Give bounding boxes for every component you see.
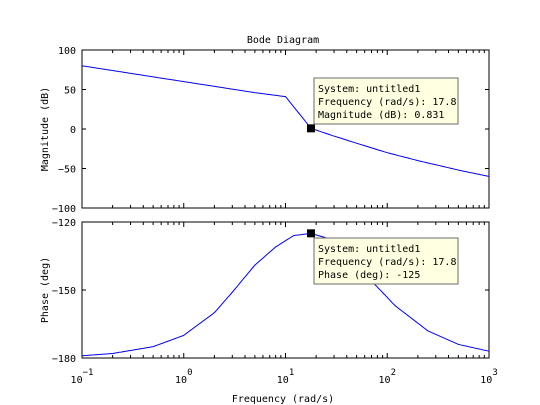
phase-xtick-label: 103 [480, 368, 497, 386]
magnitude-datatip-line3: Magnitude (dB): 0.831 [318, 110, 444, 121]
magnitude-ytick-label: 50 [64, 86, 76, 97]
magnitude-y-ticks: 100 50 0 −50 −100 [52, 46, 489, 215]
phase-x-ticks: 10−1 100 101 102 103 [71, 222, 498, 386]
chart-title: Bode Diagram [247, 35, 319, 46]
magnitude-panel: 100 50 0 −50 −100 Magnitude (dB) System: unt… [40, 46, 490, 215]
magnitude-axes [81, 49, 490, 209]
magnitude-ylabel: Magnitude (dB) [40, 87, 51, 171]
phase-series-line [81, 232, 490, 357]
magnitude-datatip-line2: Frequency (rad/s): 17.8 [318, 97, 456, 108]
magnitude-ytick-label: −100 [52, 204, 76, 215]
phase-ylabel: Phase (deg) [40, 257, 51, 323]
magnitude-ytick-label: −50 [58, 165, 76, 176]
phase-datatip-line1: System: untitled1 [318, 244, 420, 255]
magnitude-datatip-line1: System: untitled1 [318, 84, 420, 95]
phase-xlabel: Frequency (rad/s) [232, 394, 334, 405]
phase-y-ticks: −120 −150 −180 [52, 218, 489, 365]
phase-datatip[interactable]: System: untitled1 Frequency (rad/s): 17.… [313, 237, 459, 285]
magnitude-datatip-marker[interactable] [306, 124, 315, 133]
magnitude-x-ticks [81, 50, 490, 208]
magnitude-ytick-label: 0 [70, 125, 76, 136]
phase-xtick-label: 102 [379, 368, 396, 386]
phase-ytick-label: −180 [52, 354, 76, 365]
phase-panel: −120 −150 −180 10−1 100 101 102 103 Phase (deg… [40, 218, 498, 405]
magnitude-datatip[interactable]: System: untitled1 Frequency (rad/s): 17.… [313, 77, 459, 125]
phase-datatip-line3: Phase (deg): -125 [318, 270, 420, 281]
phase-datatip-line2: Frequency (rad/s): 17.8 [318, 257, 456, 268]
magnitude-datatip-box [313, 77, 459, 125]
phase-xtick-label: 101 [277, 368, 294, 386]
phase-datatip-marker[interactable] [306, 229, 315, 238]
phase-xtick-label: 10−1 [71, 368, 94, 386]
magnitude-ytick-label: 100 [58, 46, 76, 57]
phase-datatip-box [313, 237, 459, 285]
phase-ytick-label: −150 [52, 286, 76, 297]
magnitude-series-line [81, 65, 490, 177]
phase-ytick-label: −120 [52, 218, 76, 229]
phase-xtick-label: 100 [175, 368, 192, 386]
